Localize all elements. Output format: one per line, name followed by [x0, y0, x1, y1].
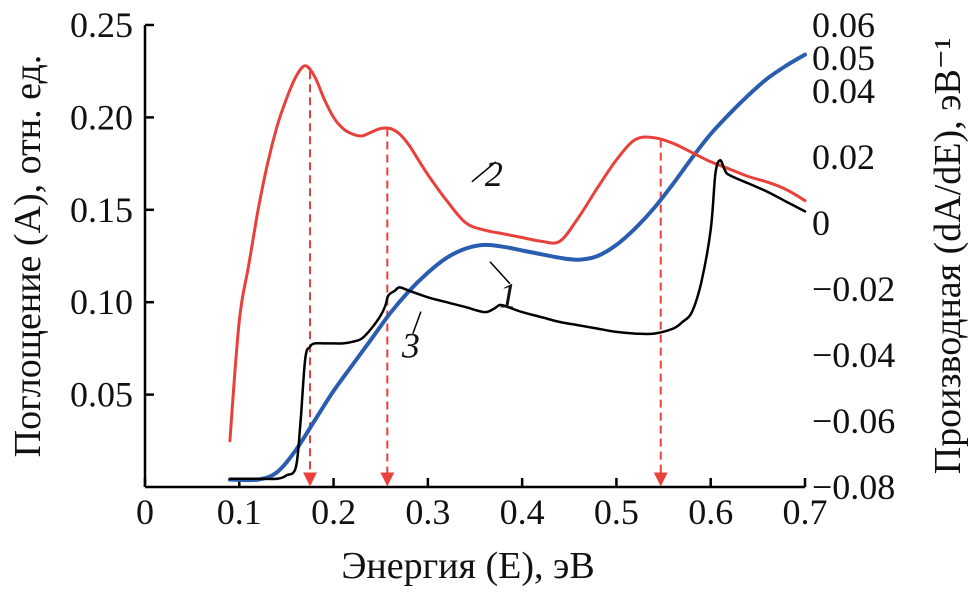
x-tick-label: 0.7	[783, 492, 828, 532]
x-tick-label: 0.2	[311, 492, 356, 532]
y-right-ticks: −0.08 −0.06 −0.04 −0.02 0 0.02 0.040.050.06	[812, 5, 895, 507]
curve-label-leader-1	[489, 261, 511, 285]
y-left-ticks: 0.05 0.10 0.15 0.20 0.25	[70, 5, 154, 415]
x-tick-label: 0.4	[500, 492, 545, 532]
y-right-tick-label: −0.04	[812, 335, 895, 375]
y-left-tick-label: 0.25	[70, 5, 133, 45]
y-right-tick-label: 0.02	[812, 137, 875, 177]
x-axis-title: Энергия (E), эВ	[341, 545, 594, 587]
y-right-tick-label: −0.02	[812, 269, 895, 309]
x-tick-label: 0.3	[405, 492, 450, 532]
y-right-tick-label: 0	[812, 203, 830, 243]
y-right-tick-label: −0.08	[812, 467, 895, 507]
y-left-tick-label: 0.05	[70, 375, 133, 415]
y-right-tick-label: 0.05	[812, 38, 875, 78]
series-line-1	[227, 52, 807, 483]
curve-label-leader-3	[412, 311, 422, 334]
y-left-tick-label: 0.20	[70, 97, 133, 137]
series-line-3	[228, 159, 807, 481]
axes	[143, 25, 805, 489]
curve-label-2: 2	[485, 154, 503, 194]
x-tick-label: 0.1	[217, 492, 262, 532]
x-ticks: 0 0.1 0.2 0.3 0.4 0.5 0.6 0.7	[136, 478, 828, 532]
curve-label-1: 1	[499, 276, 517, 316]
y-left-axis-title: Поглощение (A), отн. ед.	[7, 55, 49, 458]
y-right-tick-label: 0.04	[812, 71, 875, 111]
curve-labels: 1 2 3	[401, 154, 517, 366]
series-line-2	[228, 64, 807, 443]
marker-lines	[303, 71, 668, 487]
x-tick-label: 0	[136, 492, 154, 532]
y-right-tick-label: −0.06	[812, 401, 895, 441]
x-tick-label: 0.6	[688, 492, 733, 532]
curve-label-leader-2	[471, 161, 497, 183]
y-left-tick-label: 0.15	[70, 190, 133, 230]
y-right-axis-title: Производная (dA/dE), эВ⁻¹	[927, 38, 969, 475]
x-tick-label: 0.5	[594, 492, 639, 532]
curve-label-3: 3	[401, 326, 420, 366]
y-right-tick-label: 0.06	[812, 5, 875, 45]
series-group	[227, 52, 807, 483]
y-left-tick-label: 0.10	[70, 282, 133, 322]
